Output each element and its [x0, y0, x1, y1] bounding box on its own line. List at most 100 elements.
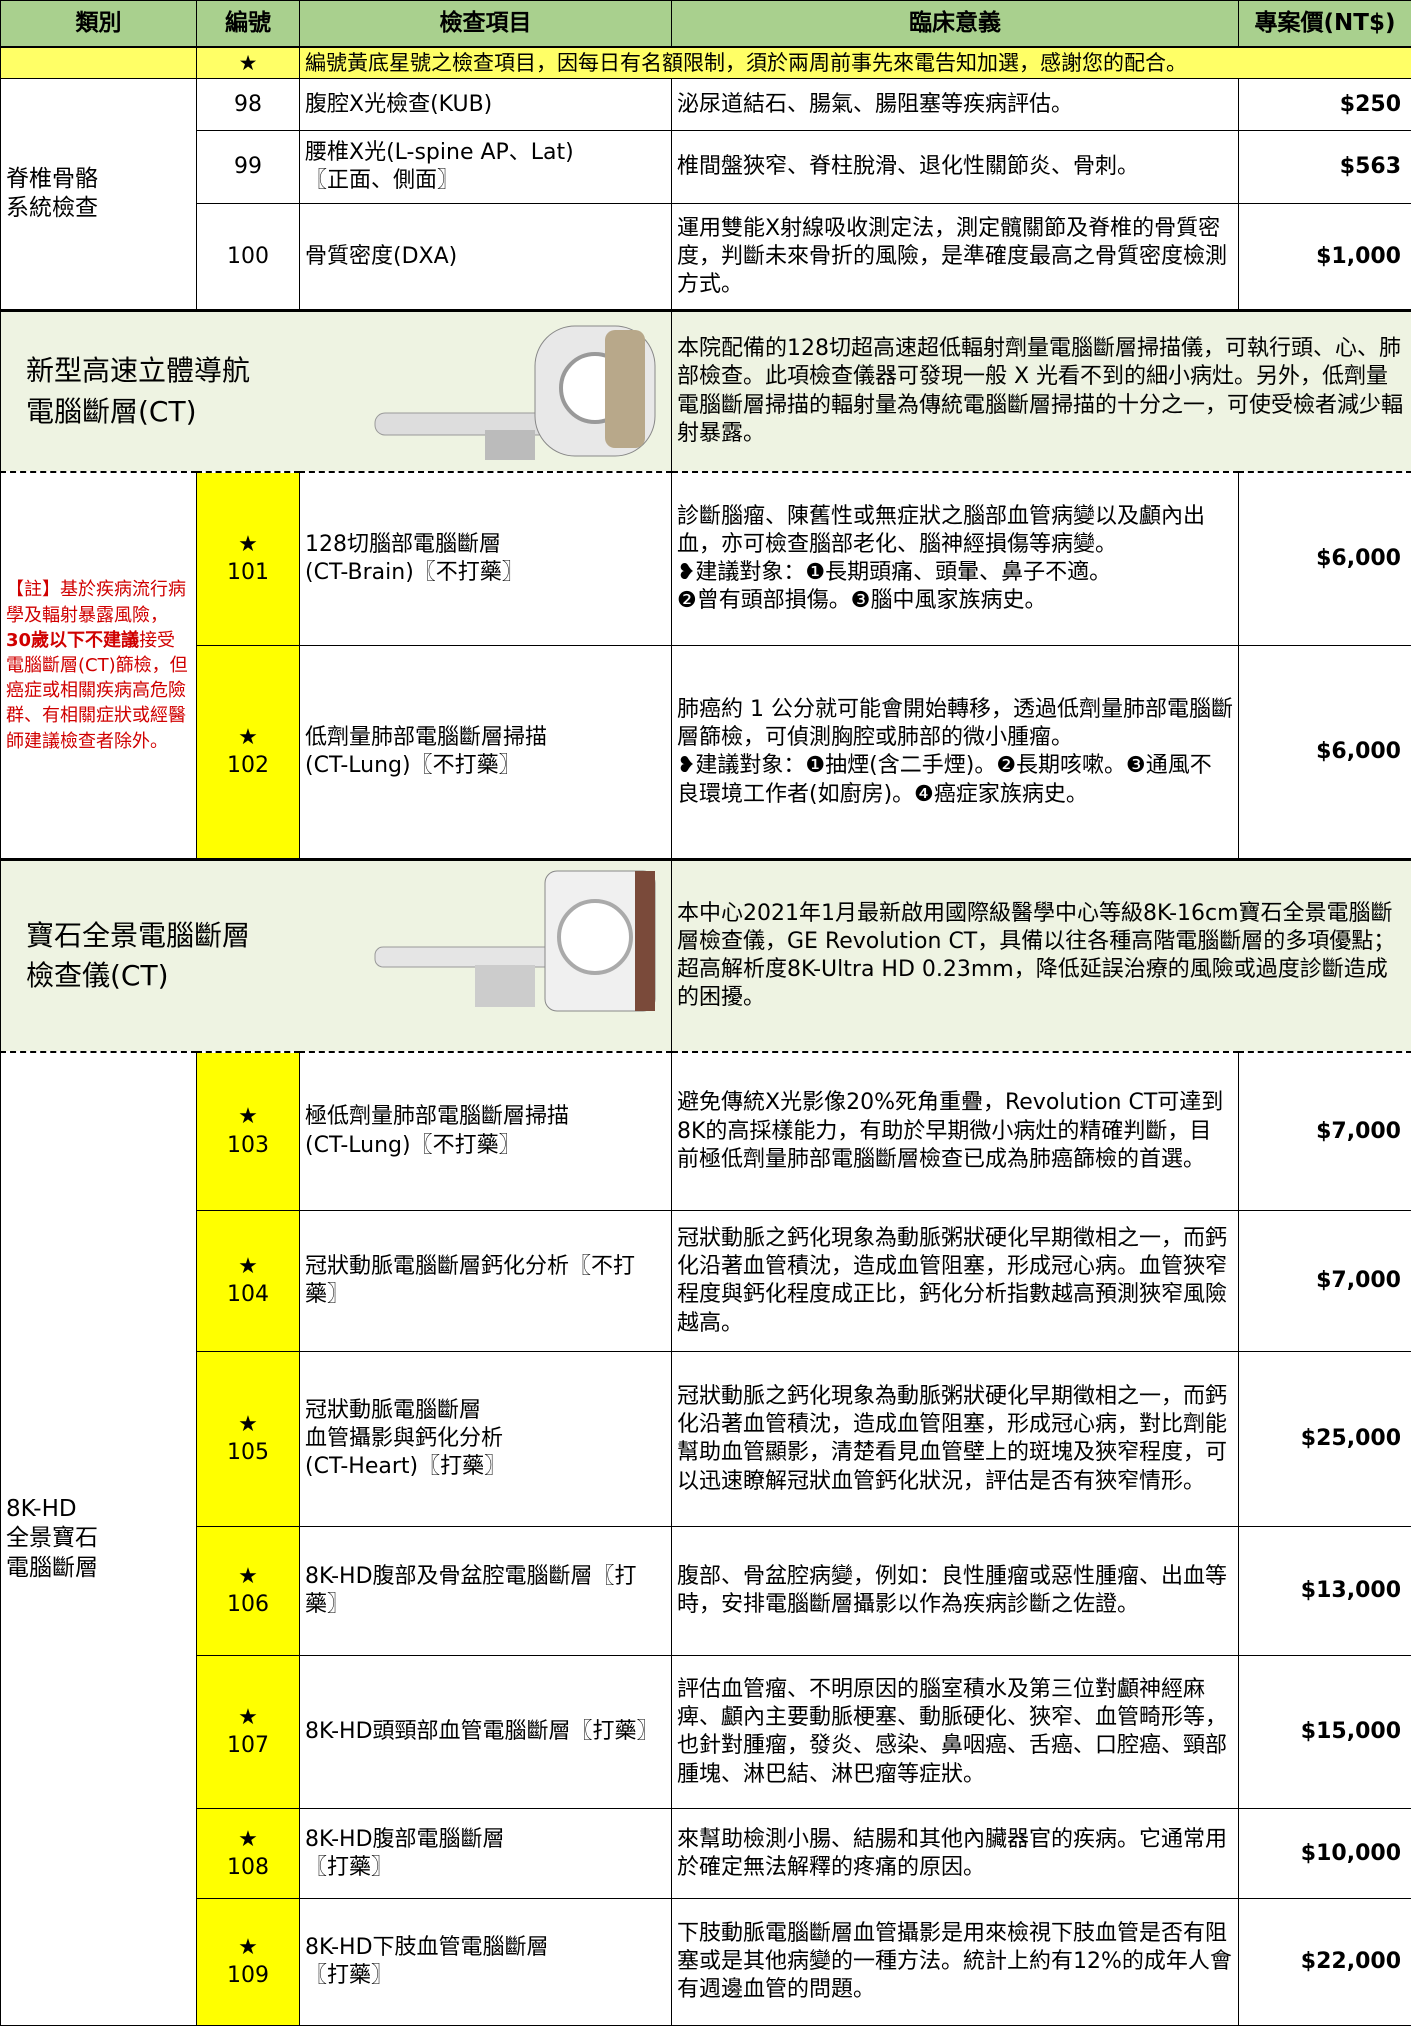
item-name: 腰椎X光(L-spine AP、Lat) 〖正面、側面〗 — [300, 131, 672, 204]
item-name: 8K-HD腹部電腦斷層 〖打藥〗 — [300, 1809, 672, 1899]
item-number-cell: ★109 — [197, 1899, 300, 2026]
column-header: 專案價(NT$) — [1239, 1, 1411, 47]
item-number-cell: ★101 — [197, 472, 300, 646]
item-number: 100 — [202, 243, 294, 271]
item-price: $13,000 — [1239, 1527, 1411, 1656]
item-price: $7,000 — [1239, 1052, 1411, 1211]
item-name: 骨質密度(DXA) — [300, 204, 672, 311]
item-price: $250 — [1239, 79, 1411, 131]
item-number-cell: 99 — [197, 131, 300, 204]
table-row: ★編號黃底星號之檢查項目，因每日有名額限制，須於兩周前事先來電告知加選，感謝您的… — [1, 47, 1411, 79]
item-number-cell: ★103 — [197, 1052, 300, 1211]
item-number: 109 — [202, 1962, 294, 1990]
column-header: 編號 — [197, 1, 300, 47]
item-price: $563 — [1239, 131, 1411, 204]
item-meaning: 運用雙能X射線吸收測定法，測定髖關節及脊椎的骨質密度，判斷未來骨折的風險，是準確… — [672, 204, 1239, 311]
item-number: 104 — [202, 1281, 294, 1309]
item-price: $7,000 — [1239, 1211, 1411, 1352]
item-number-cell: ★108 — [197, 1809, 300, 1899]
star: ★ — [202, 724, 294, 752]
column-header: 檢查項目 — [300, 1, 672, 47]
item-number: 107 — [202, 1732, 294, 1760]
intro-title: 新型高速立體導航 電腦斷層(CT) — [6, 351, 666, 432]
item-number-cell: ★102 — [197, 646, 300, 860]
star: ★ — [202, 531, 294, 559]
column-header: 類別 — [1, 1, 197, 47]
star: ★ — [202, 1704, 294, 1732]
intro-title: 寶石全景電腦斷層 檢查儀(CT) — [6, 916, 666, 997]
star: ★ — [202, 1103, 294, 1131]
notice-text: 編號黃底星號之檢查項目，因每日有名額限制，須於兩周前事先來電告知加選，感謝您的配… — [300, 47, 1411, 79]
notice-blank — [1, 47, 197, 79]
item-meaning: 椎間盤狹窄、脊柱脫滑、退化性關節炎、骨刺。 — [672, 131, 1239, 204]
intro-cell: 寶石全景電腦斷層 檢查儀(CT) — [1, 860, 672, 1052]
item-meaning: 腹部、骨盆腔病變，例如：良性腫瘤或惡性腫瘤、出血等時，安排電腦斷層攝影以作為疾病… — [672, 1527, 1239, 1656]
star: ★ — [202, 1826, 294, 1854]
item-number: 99 — [202, 153, 294, 181]
item-number-cell: ★106 — [197, 1527, 300, 1656]
notice-star: ★ — [197, 47, 300, 79]
item-price: $22,000 — [1239, 1899, 1411, 2026]
note-text: 【註】基於疾病流行病學及輻射暴露風險， — [6, 579, 186, 625]
table-row: 寶石全景電腦斷層 檢查儀(CT)本中心2021年1月最新啟用國際級醫學中心等級8… — [1, 860, 1411, 1052]
item-price: $10,000 — [1239, 1809, 1411, 1899]
item-price: $6,000 — [1239, 472, 1411, 646]
item-meaning: 冠狀動脈之鈣化現象為動脈粥狀硬化早期徵相之一，而鈣化沿著血管積沈，造成血管阻塞，… — [672, 1211, 1239, 1352]
item-price: $15,000 — [1239, 1656, 1411, 1809]
item-meaning: 評估血管瘤、不明原因的腦室積水及第三位對顱神經麻痺、顱內主要動脈梗塞、動脈硬化、… — [672, 1656, 1239, 1809]
category: 脊椎骨骼 系統檢查 — [1, 79, 197, 311]
star: ★ — [202, 1563, 294, 1591]
item-price: $6,000 — [1239, 646, 1411, 860]
item-name: 8K-HD腹部及骨盆腔電腦斷層〖打藥〗 — [300, 1527, 672, 1656]
table-row: 類別編號檢查項目臨床意義專案價(NT$) — [1, 1, 1411, 47]
table-row: 新型高速立體導航 電腦斷層(CT)本院配備的128切超高速超低輻射劑量電腦斷層掃… — [1, 311, 1411, 472]
star: ★ — [202, 1934, 294, 1962]
item-number-cell: ★104 — [197, 1211, 300, 1352]
item-meaning: 診斷腦瘤、陳舊性或無症狀之腦部血管病變以及顱內出血，亦可檢查腦部老化、腦神經損傷… — [672, 472, 1239, 646]
item-number: 103 — [202, 1132, 294, 1160]
column-header: 臨床意義 — [672, 1, 1239, 47]
item-name: 128切腦部電腦斷層 (CT-Brain)〖不打藥〗 — [300, 472, 672, 646]
note: 【註】基於疾病流行病學及輻射暴露風險，30歲以下不建議接受電腦斷層(CT)篩檢，… — [1, 472, 197, 860]
table-row: 【註】基於疾病流行病學及輻射暴露風險，30歲以下不建議接受電腦斷層(CT)篩檢，… — [1, 472, 1411, 646]
category: 8K-HD 全景寶石 電腦斷層 — [1, 1052, 197, 2026]
item-name: 8K-HD頭頸部血管電腦斷層〖打藥〗 — [300, 1656, 672, 1809]
item-number-cell: ★105 — [197, 1352, 300, 1527]
intro-cell: 新型高速立體導航 電腦斷層(CT) — [1, 311, 672, 472]
item-name: 冠狀動脈電腦斷層鈣化分析〖不打藥〗 — [300, 1211, 672, 1352]
item-number-cell: 100 — [197, 204, 300, 311]
item-name: 腹腔X光檢查(KUB) — [300, 79, 672, 131]
item-number-cell: 98 — [197, 79, 300, 131]
item-meaning: 肺癌約 1 公分就可能會開始轉移，透過低劑量肺部電腦斷層篩檢，可偵測胸腔或肺部的… — [672, 646, 1239, 860]
item-name: 8K-HD下肢血管電腦斷層 〖打藥〗 — [300, 1899, 672, 2026]
item-meaning: 泌尿道結石、腸氣、腸阻塞等疾病評估。 — [672, 79, 1239, 131]
intro-text: 本中心2021年1月最新啟用國際級醫學中心等級8K-16cm寶石全景電腦斷層檢查… — [672, 860, 1411, 1052]
item-name: 冠狀動脈電腦斷層 血管攝影與鈣化分析 (CT-Heart)〖打藥〗 — [300, 1352, 672, 1527]
item-number: 101 — [202, 559, 294, 587]
item-number-cell: ★107 — [197, 1656, 300, 1809]
intro-text: 本院配備的128切超高速超低輻射劑量電腦斷層掃描儀，可執行頭、心、肺部檢查。此項… — [672, 311, 1411, 472]
item-price: $25,000 — [1239, 1352, 1411, 1527]
item-number: 102 — [202, 752, 294, 780]
item-name: 極低劑量肺部電腦斷層掃描 (CT-Lung)〖不打藥〗 — [300, 1052, 672, 1211]
star: ★ — [202, 1411, 294, 1439]
item-meaning: 來幫助檢測小腸、結腸和其他內臟器官的疾病。它通常用於確定無法解釋的疼痛的原因。 — [672, 1809, 1239, 1899]
item-meaning: 冠狀動脈之鈣化現象為動脈粥狀硬化早期徵相之一，而鈣化沿著血管積沈，造成血管阻塞，… — [672, 1352, 1239, 1527]
item-meaning: 避免傳統X光影像20%死角重疊，Revolution CT可達到8K的高採樣能力… — [672, 1052, 1239, 1211]
item-price: $1,000 — [1239, 204, 1411, 311]
item-number: 106 — [202, 1591, 294, 1619]
item-name: 低劑量肺部電腦斷層掃描 (CT-Lung)〖不打藥〗 — [300, 646, 672, 860]
star: ★ — [202, 1253, 294, 1281]
